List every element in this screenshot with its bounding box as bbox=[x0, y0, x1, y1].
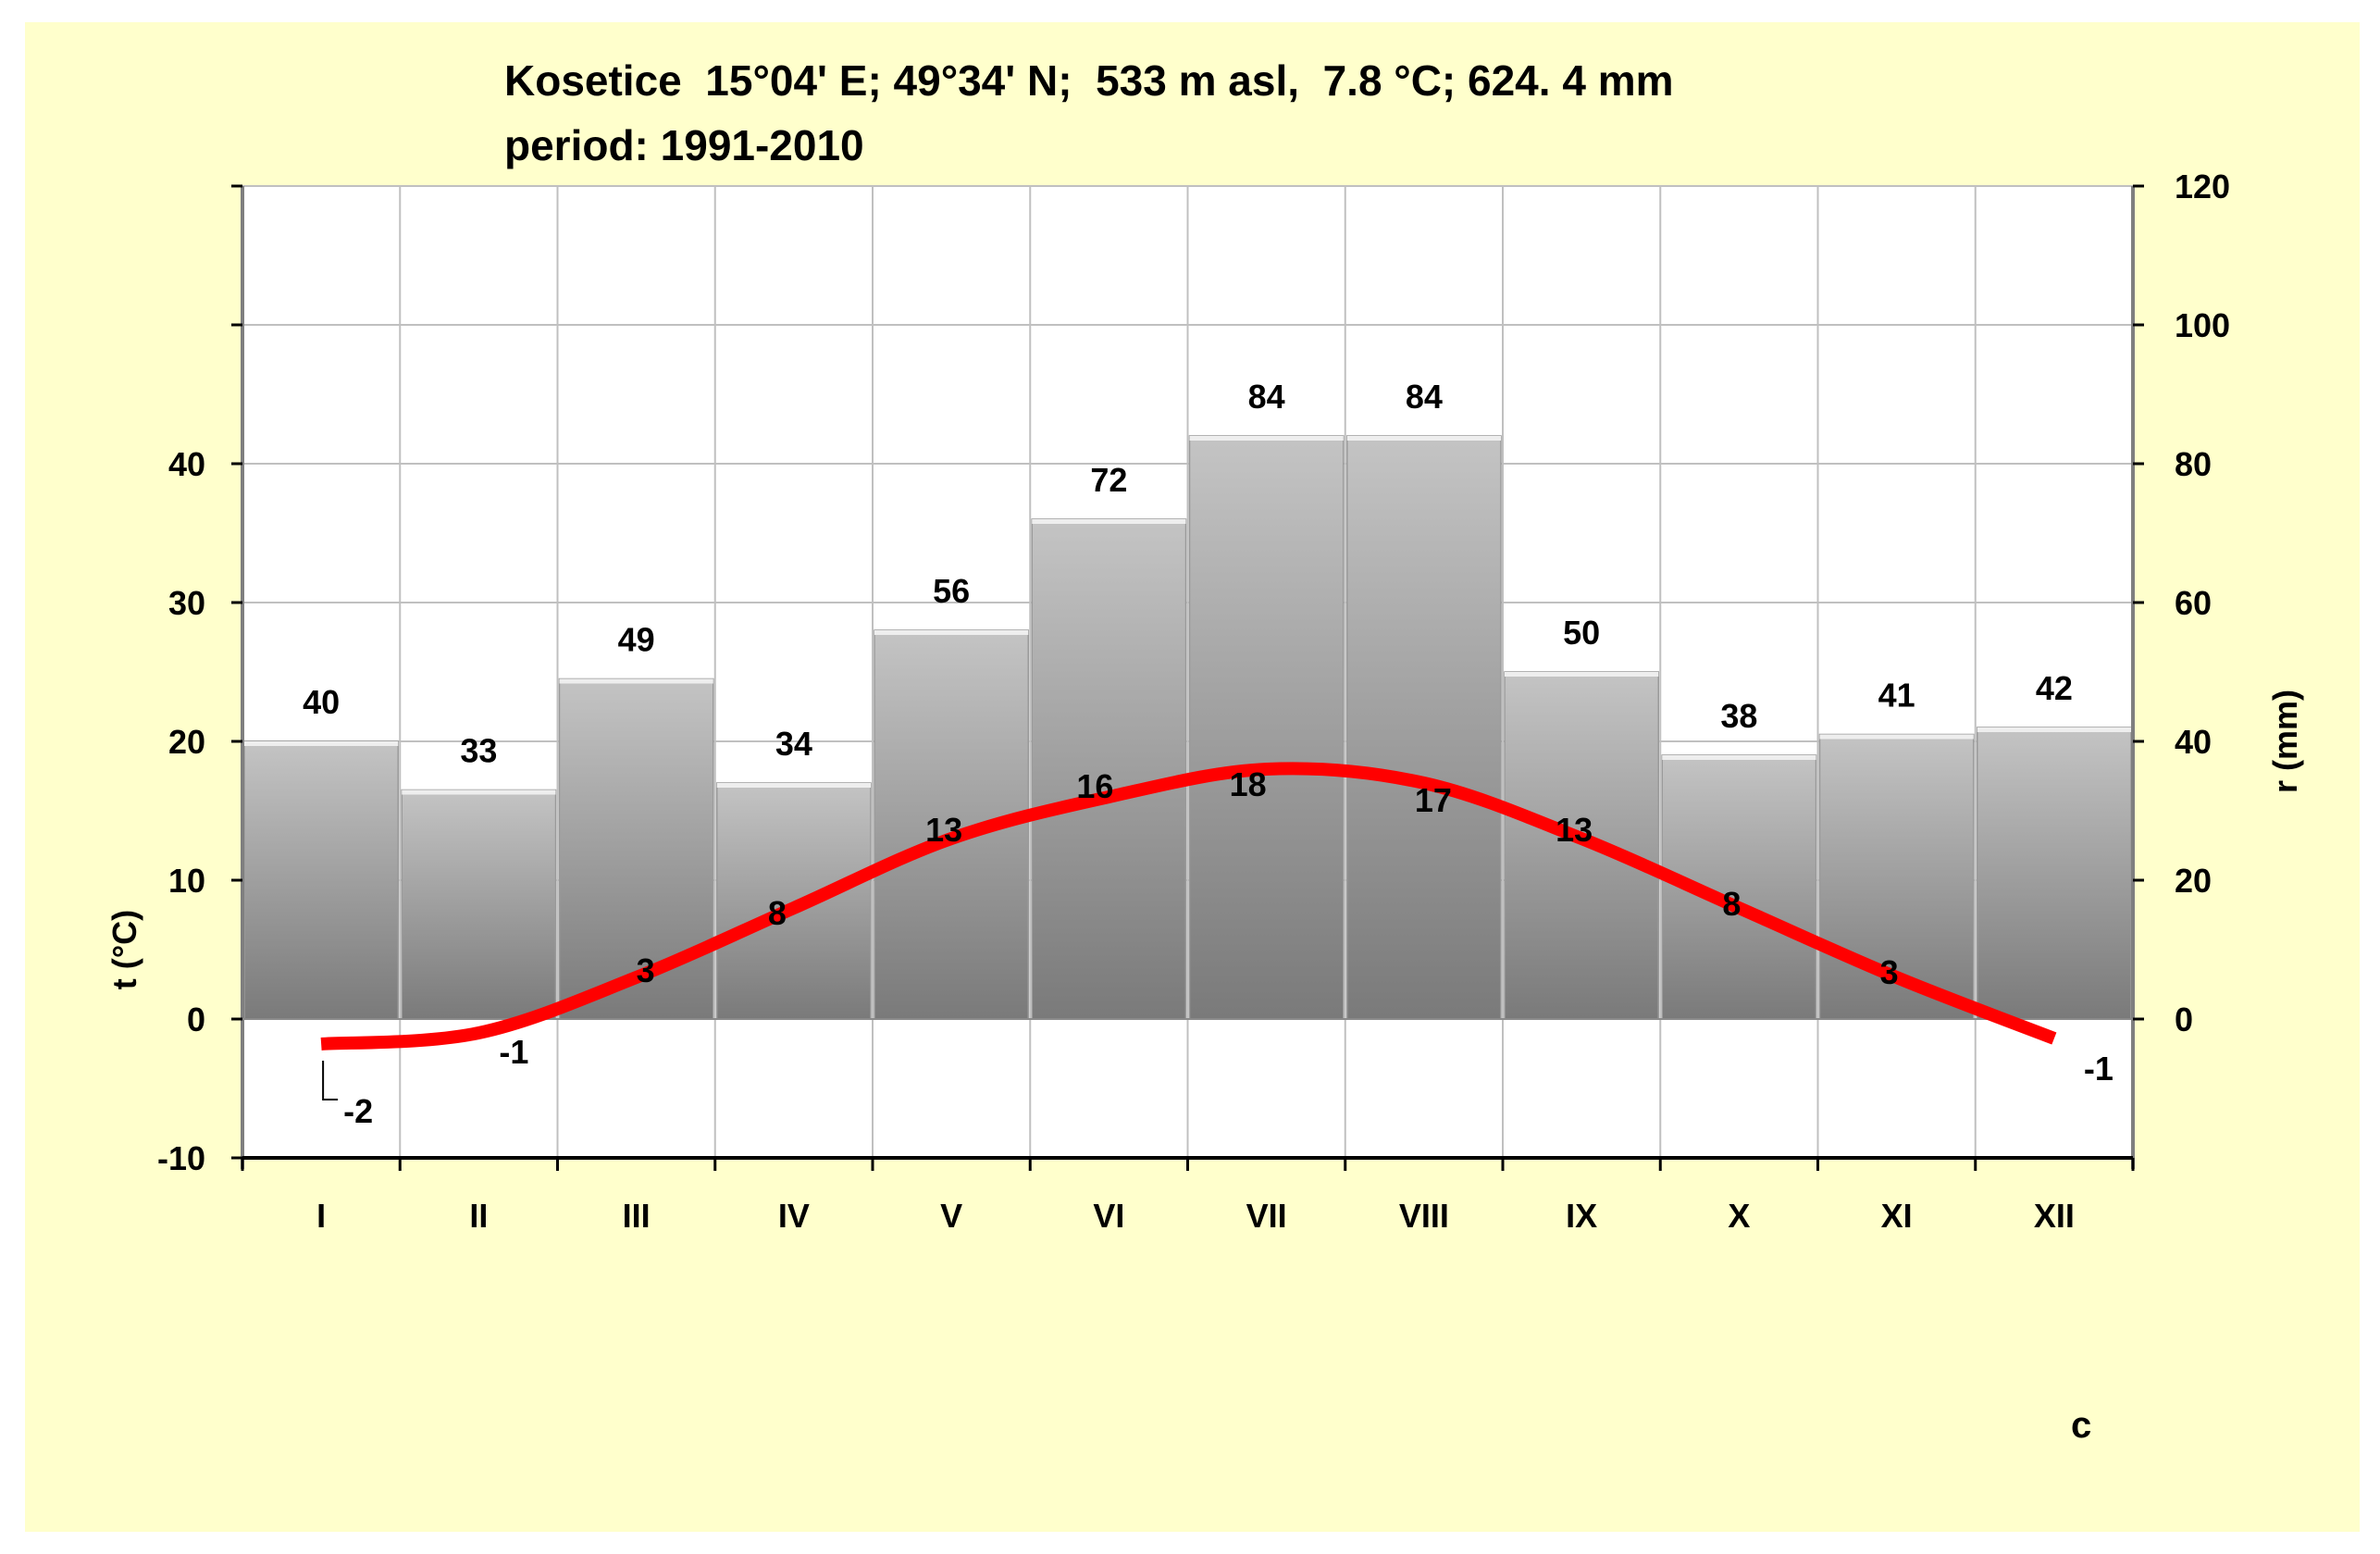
x-axis-tick-label: XI bbox=[1881, 1197, 1913, 1235]
temperature-data-label: -1 bbox=[2084, 1050, 2113, 1088]
precipitation-data-label: 42 bbox=[2036, 669, 2073, 707]
temperature-data-label: 3 bbox=[1880, 953, 1899, 991]
precipitation-data-label: 41 bbox=[1878, 677, 1915, 715]
right-axis-tick-label: 60 bbox=[2175, 584, 2212, 622]
precipitation-bar-highlight bbox=[402, 789, 556, 795]
x-axis-tick-label: X bbox=[1728, 1197, 1750, 1235]
temperature-data-label: -2 bbox=[343, 1092, 373, 1130]
chart-subtitle: period: 1991-2010 bbox=[504, 121, 864, 169]
precipitation-bar bbox=[1031, 518, 1187, 1020]
precipitation-data-label: 56 bbox=[933, 572, 970, 610]
precipitation-data-label: 50 bbox=[1563, 614, 1600, 652]
precipitation-data-label: 34 bbox=[775, 725, 812, 763]
precipitation-bar-highlight bbox=[244, 741, 399, 746]
precipitation-bar-highlight bbox=[716, 783, 871, 788]
precipitation-bar bbox=[1977, 727, 2132, 1020]
precipitation-data-label: 38 bbox=[1720, 697, 1757, 735]
precipitation-bar bbox=[1188, 435, 1345, 1020]
left-axis-tick-label: 10 bbox=[168, 862, 205, 900]
x-axis-tick-label: VII bbox=[1246, 1197, 1287, 1235]
precipitation-data-label: 84 bbox=[1248, 378, 1285, 416]
precipitation-bar-highlight bbox=[1505, 672, 1659, 677]
right-axis-tick-label: 100 bbox=[2175, 306, 2230, 344]
precipitation-data-label: 84 bbox=[1406, 378, 1443, 416]
precipitation-bar-highlight bbox=[1662, 755, 1816, 760]
right-axis-tick-label: 40 bbox=[2175, 723, 2212, 761]
temperature-data-label: 3 bbox=[637, 951, 655, 989]
temperature-line bbox=[320, 762, 2057, 1051]
right-axis-title: r (mm) bbox=[2266, 690, 2304, 793]
right-axis-tick-label: 20 bbox=[2175, 862, 2212, 900]
x-axis-tick-label: I bbox=[316, 1197, 326, 1235]
precipitation-bar-highlight bbox=[1189, 436, 1344, 441]
left-axis-tick-label: 30 bbox=[168, 584, 205, 622]
temperature-data-label: 8 bbox=[768, 894, 787, 932]
precipitation-data-label: 40 bbox=[303, 683, 340, 721]
right-axis-tick-label: 120 bbox=[2175, 168, 2230, 205]
label-leader-line bbox=[322, 1061, 339, 1100]
left-axis-title: t (°C) bbox=[105, 910, 143, 989]
temperature-data-label: 13 bbox=[1556, 811, 1593, 849]
temperature-data-label: 17 bbox=[1415, 781, 1452, 819]
temperature-data-label: 8 bbox=[1722, 885, 1741, 923]
precipitation-data-label: 49 bbox=[618, 621, 655, 659]
temperature-data-label: 13 bbox=[925, 811, 962, 849]
precipitation-bar-highlight bbox=[559, 678, 713, 684]
left-axis-tick-label: 0 bbox=[187, 1001, 205, 1038]
precipitation-bar-highlight bbox=[1977, 727, 2131, 732]
right-axis-tick-label: 0 bbox=[2175, 1001, 2193, 1038]
x-axis-tick-label: XII bbox=[2034, 1197, 2075, 1235]
chart-title: Kosetice 15°04' E; 49°34' N; 533 m asl, … bbox=[504, 56, 1674, 105]
x-axis-tick-label: VIII bbox=[1399, 1197, 1449, 1235]
precipitation-bar bbox=[243, 740, 399, 1020]
precipitation-bar bbox=[1346, 435, 1502, 1020]
precipitation-bar-highlight bbox=[1346, 436, 1501, 441]
x-axis-tick-label: V bbox=[940, 1197, 962, 1235]
precipitation-bar-highlight bbox=[1819, 734, 1974, 740]
temperature-data-label: -1 bbox=[499, 1033, 528, 1071]
x-axis-tick-label: II bbox=[469, 1197, 488, 1235]
temperature-data-label: 18 bbox=[1230, 765, 1267, 803]
precipitation-bar bbox=[401, 789, 557, 1020]
right-axis-tick-label: 80 bbox=[2175, 445, 2212, 483]
x-axis-tick-label: III bbox=[623, 1197, 651, 1235]
x-axis-tick-label: VI bbox=[1093, 1197, 1124, 1235]
x-axis-tick-label: IV bbox=[778, 1197, 810, 1235]
left-axis-tick-label: -10 bbox=[157, 1139, 205, 1177]
temperature-data-label: 16 bbox=[1076, 767, 1113, 805]
panel-letter: c bbox=[2071, 1405, 2092, 1446]
left-axis-tick-label: 20 bbox=[168, 723, 205, 761]
precipitation-data-label: 72 bbox=[1090, 461, 1127, 499]
precipitation-bar-highlight bbox=[874, 630, 1029, 635]
left-axis-tick-label: 40 bbox=[168, 445, 205, 483]
precipitation-data-label: 33 bbox=[460, 732, 497, 770]
precipitation-bar-highlight bbox=[1032, 519, 1186, 524]
x-axis-tick-label: IX bbox=[1566, 1197, 1597, 1235]
